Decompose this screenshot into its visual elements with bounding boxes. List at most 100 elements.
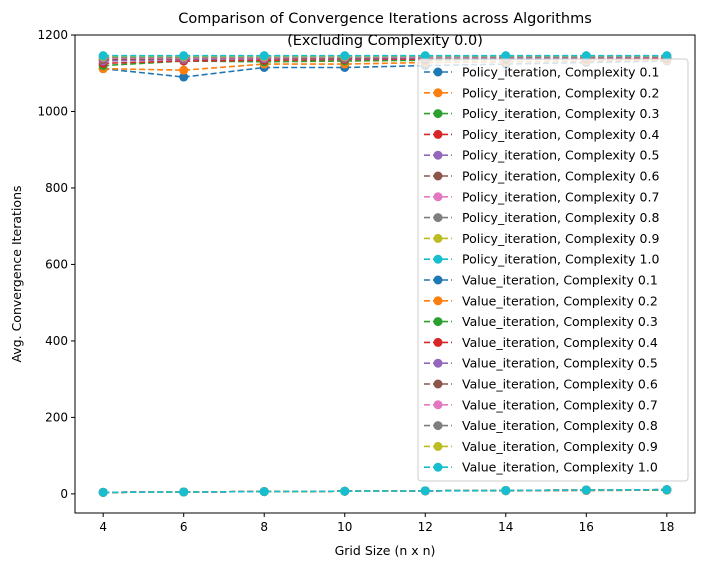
- legend-label: Value_iteration, Complexity 0.7: [462, 397, 658, 412]
- chart-title-line2: (Excluding Complexity 0.0): [287, 33, 483, 49]
- y-tick-label: 1200: [37, 28, 68, 42]
- legend-item: Value_iteration, Complexity 0.2: [424, 293, 658, 308]
- legend-box: [417, 58, 689, 482]
- data-point: [98, 51, 108, 61]
- data-point: [179, 487, 189, 497]
- y-tick-label: 0: [60, 487, 68, 501]
- y-axis: 0 200 400 600 800 1000 1200: [37, 28, 75, 501]
- x-axis-label: Grid Size (n x n): [335, 543, 436, 558]
- data-point: [340, 486, 350, 496]
- data-point: [420, 51, 430, 61]
- legend-item: Value_iteration, Complexity 1.0: [424, 460, 658, 475]
- legend-label: Value_iteration, Complexity 0.8: [462, 418, 658, 433]
- legend-item: Policy_iteration, Complexity 0.3: [424, 106, 659, 121]
- legend-label: Policy_iteration, Complexity 0.5: [462, 148, 659, 163]
- legend-marker: [433, 192, 443, 202]
- legend-marker: [433, 67, 443, 77]
- data-point: [98, 487, 108, 497]
- plot-frame: [74, 34, 696, 514]
- series-layer: [98, 51, 672, 497]
- legend-label: Value_iteration, Complexity 0.5: [462, 356, 658, 371]
- legend-item: Value_iteration, Complexity 0.7: [424, 397, 658, 412]
- legend-item: Value_iteration, Complexity 0.3: [424, 314, 658, 329]
- legend-label: Policy_iteration, Complexity 0.4: [462, 127, 659, 142]
- legend-item: Value_iteration, Complexity 0.1: [424, 273, 658, 288]
- legend-marker: [433, 462, 443, 472]
- legend-item: Value_iteration, Complexity 0.8: [424, 418, 658, 433]
- x-tick-label: 14: [498, 520, 513, 534]
- legend-marker: [433, 150, 443, 160]
- legend-label: Policy_iteration, Complexity 0.9: [462, 231, 659, 246]
- data-point: [340, 51, 350, 61]
- x-tick-label: 16: [579, 520, 594, 534]
- chart-title-line1: Comparison of Convergence Iterations acr…: [178, 11, 592, 27]
- legend-marker: [433, 213, 443, 223]
- series-line: [103, 488, 667, 494]
- data-point: [259, 51, 269, 61]
- legend-item: Value_iteration, Complexity 0.6: [424, 377, 658, 392]
- legend-label: Policy_iteration, Complexity 1.0: [462, 252, 659, 267]
- y-tick-label: 800: [45, 181, 68, 195]
- x-tick-label: 8: [260, 520, 268, 534]
- data-point: [581, 51, 591, 61]
- legend-marker: [433, 296, 443, 306]
- legend-item: Policy_iteration, Complexity 0.4: [424, 127, 659, 142]
- legend-label: Value_iteration, Complexity 1.0: [462, 460, 658, 475]
- series-19: [98, 485, 672, 497]
- legend-marker: [433, 171, 443, 181]
- legend-item: Policy_iteration, Complexity 0.8: [424, 210, 659, 225]
- y-tick-label: 200: [45, 410, 68, 424]
- legend-label: Value_iteration, Complexity 0.9: [462, 439, 658, 454]
- legend-marker: [433, 358, 443, 368]
- legend-marker: [433, 441, 443, 451]
- legend-label: Policy_iteration, Complexity 0.1: [462, 65, 659, 80]
- data-point: [420, 486, 430, 496]
- legend-item: Policy_iteration, Complexity 0.1: [424, 65, 659, 80]
- legend-marker: [433, 400, 443, 410]
- legend-label: Value_iteration, Complexity 0.3: [462, 314, 658, 329]
- legend-item: Policy_iteration, Complexity 0.9: [424, 231, 659, 246]
- legend-item: Policy_iteration, Complexity 0.2: [424, 85, 659, 100]
- legend-label: Policy_iteration, Complexity 0.6: [462, 169, 659, 184]
- legend-item: Value_iteration, Complexity 0.4: [424, 335, 658, 350]
- legend-marker: [433, 421, 443, 431]
- data-point: [501, 485, 511, 495]
- y-tick-label: 400: [45, 334, 68, 348]
- legend-item: Policy_iteration, Complexity 0.5: [424, 148, 659, 163]
- legend-item: Policy_iteration, Complexity 0.7: [424, 189, 659, 204]
- legend-item: Value_iteration, Complexity 0.9: [424, 439, 658, 454]
- legend-marker: [433, 337, 443, 347]
- data-point: [501, 51, 511, 61]
- legend-item: Policy_iteration, Complexity 1.0: [424, 252, 659, 267]
- data-point: [662, 485, 672, 495]
- data-point: [662, 51, 672, 61]
- legend-label: Policy_iteration, Complexity 0.2: [462, 85, 659, 100]
- legend-label: Policy_iteration, Complexity 0.7: [462, 189, 659, 204]
- legend-label: Value_iteration, Complexity 0.1: [462, 273, 658, 288]
- legend-marker: [433, 254, 443, 264]
- x-tick-label: 6: [180, 520, 188, 534]
- legend-item: Value_iteration, Complexity 0.5: [424, 356, 658, 371]
- data-point: [179, 72, 189, 82]
- legend-label: Value_iteration, Complexity 0.4: [462, 335, 658, 350]
- legend-label: Policy_iteration, Complexity 0.3: [462, 106, 659, 121]
- y-tick-label: 600: [45, 257, 68, 271]
- legend-marker: [433, 379, 443, 389]
- legend-marker: [433, 317, 443, 327]
- legend-marker: [433, 88, 443, 98]
- x-tick-label: 4: [99, 520, 107, 534]
- x-axis: 4 6 8 10 12 14 16 18: [99, 513, 674, 534]
- data-point: [179, 51, 189, 61]
- x-tick-label: 10: [337, 520, 352, 534]
- y-tick-label: 1000: [37, 104, 68, 118]
- legend-marker: [433, 233, 443, 243]
- y-axis-label: Avg. Convergence Iterations: [9, 185, 24, 362]
- legend-label: Policy_iteration, Complexity 0.8: [462, 210, 659, 225]
- legend-marker: [433, 109, 443, 119]
- legend: Policy_iteration, Complexity 0.1 Policy_i…: [417, 58, 689, 482]
- legend-label: Value_iteration, Complexity 0.2: [462, 293, 658, 308]
- data-point: [581, 485, 591, 495]
- series-9: [98, 51, 672, 61]
- legend-item: Policy_iteration, Complexity 0.6: [424, 169, 659, 184]
